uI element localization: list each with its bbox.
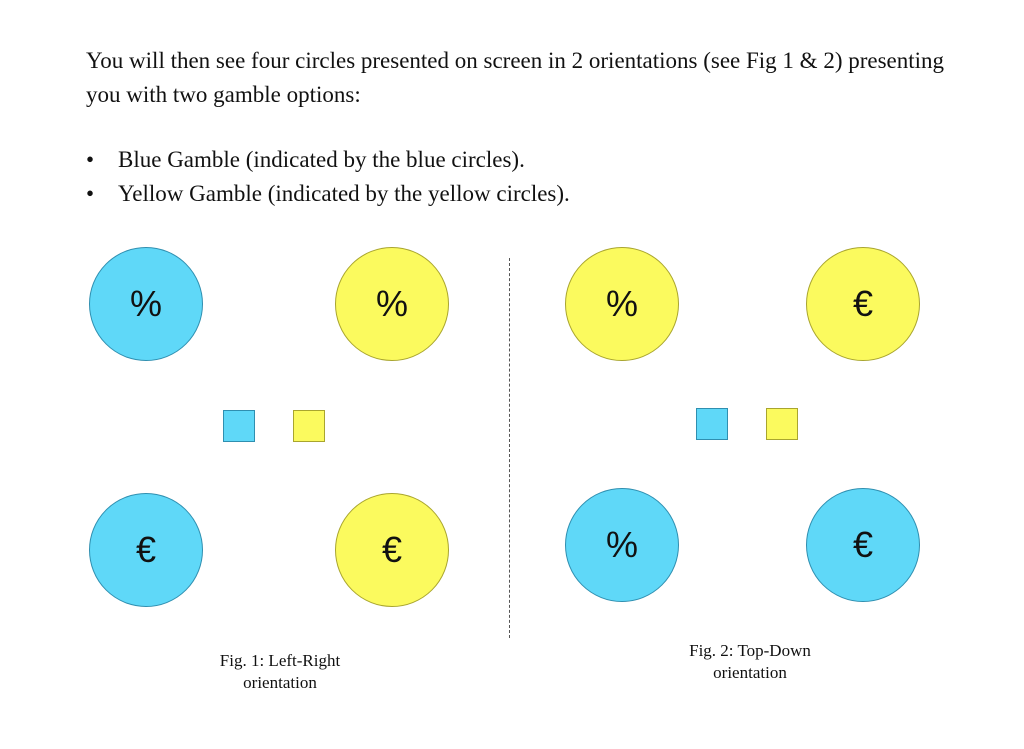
- fig2-caption: Fig. 2: Top-Down orientation: [640, 640, 860, 684]
- caption-line: Fig. 1: Left-Right: [219, 651, 341, 670]
- intro-text: You will then see four circles presented…: [86, 48, 945, 107]
- circle-symbol: €: [381, 529, 403, 570]
- fig2-yellow-percent-circle: %: [565, 247, 679, 361]
- circle-symbol: %: [605, 524, 638, 565]
- fig2-blue-square: [696, 408, 728, 440]
- caption-line: Fig. 2: Top-Down: [689, 641, 811, 660]
- fig2-blue-percent-circle: %: [565, 488, 679, 602]
- fig1-yellow-square: [293, 410, 325, 442]
- list-item-blue-gamble: • Blue Gamble (indicated by the blue cir…: [86, 143, 966, 177]
- fig2-yellow-square: [766, 408, 798, 440]
- fig1-yellow-euro-circle: €: [335, 493, 449, 607]
- circle-symbol: %: [375, 283, 408, 324]
- fig1-blue-euro-circle: €: [89, 493, 203, 607]
- circle-symbol: %: [605, 283, 638, 324]
- fig1-caption: Fig. 1: Left-Right orientation: [170, 650, 390, 694]
- circle-symbol: €: [852, 283, 874, 324]
- caption-line: orientation: [713, 663, 787, 682]
- bullet-text: Yellow Gamble (indicated by the yellow c…: [118, 181, 570, 206]
- circle-symbol: €: [135, 529, 157, 570]
- bullet-text: Blue Gamble (indicated by the blue circl…: [118, 147, 525, 172]
- bullet-marker: •: [86, 147, 95, 172]
- gamble-list: • Blue Gamble (indicated by the blue cir…: [86, 143, 966, 211]
- fig2-blue-euro-circle: €: [806, 488, 920, 602]
- list-item-yellow-gamble: • Yellow Gamble (indicated by the yellow…: [86, 177, 966, 211]
- fig1-blue-square: [223, 410, 255, 442]
- fig2-yellow-euro-circle: €: [806, 247, 920, 361]
- circle-symbol: €: [852, 524, 874, 565]
- bullet-marker: •: [86, 181, 95, 206]
- caption-line: orientation: [243, 673, 317, 692]
- fig1-yellow-percent-circle: %: [335, 247, 449, 361]
- figure-divider: [509, 258, 510, 638]
- circle-symbol: %: [129, 283, 162, 324]
- fig1-blue-percent-circle: %: [89, 247, 203, 361]
